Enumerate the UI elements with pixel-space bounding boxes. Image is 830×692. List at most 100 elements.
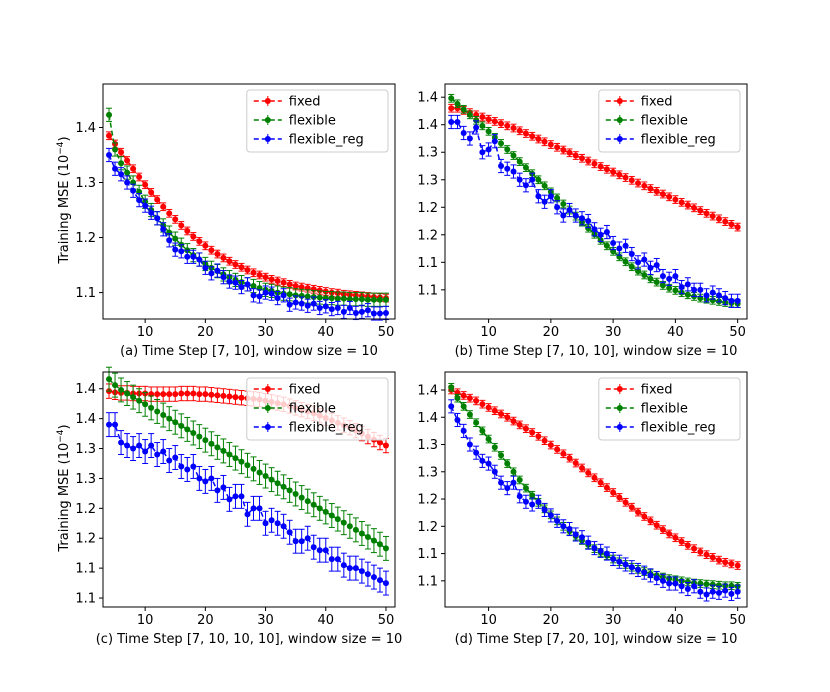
data-point: [728, 297, 735, 304]
y-tick-label: 1.4: [75, 382, 96, 397]
data-point: [659, 577, 666, 584]
data-point: [448, 118, 455, 125]
data-point: [666, 193, 673, 200]
data-point: [250, 269, 257, 276]
data-point: [250, 282, 257, 289]
data-point: [214, 251, 221, 258]
data-point: [256, 271, 263, 278]
data-point: [136, 174, 143, 181]
data-point: [678, 538, 685, 545]
data-point: [734, 297, 741, 304]
data-point: [106, 421, 113, 428]
data-point: [352, 565, 359, 572]
series-fixed: [448, 385, 741, 570]
data-point: [238, 394, 245, 401]
data-point: [628, 263, 635, 270]
data-point: [572, 152, 579, 159]
data-point: [172, 246, 179, 253]
data-point: [160, 448, 167, 455]
data-point: [316, 294, 323, 301]
data-point: [280, 483, 287, 490]
data-point: [130, 187, 137, 194]
data-point: [118, 149, 125, 156]
data-point: [226, 496, 233, 503]
data-point: [232, 455, 239, 462]
data-point: [522, 164, 529, 171]
y-tick-label: 1.3: [75, 442, 96, 457]
data-point: [454, 105, 461, 112]
data-point: [382, 309, 389, 316]
data-point: [684, 291, 691, 298]
data-point: [250, 292, 257, 299]
data-point: [628, 504, 635, 511]
data-point: [106, 151, 113, 158]
data-point: [262, 520, 269, 527]
y-tick-label: 1.1: [75, 562, 96, 577]
y-tick-label: 1.4: [417, 383, 438, 398]
data-point: [709, 581, 716, 588]
data-point: [226, 451, 233, 458]
data-point: [610, 556, 617, 563]
data-point: [485, 128, 492, 135]
y-tick-label: 1.4: [417, 91, 438, 106]
data-point: [304, 535, 311, 542]
data-point: [647, 185, 654, 192]
data-point: [653, 575, 660, 582]
data-point: [310, 300, 317, 307]
data-point: [172, 216, 179, 223]
axes-frame: [102, 83, 396, 320]
data-point: [268, 290, 275, 297]
data-point: [370, 574, 377, 581]
data-point: [672, 196, 679, 203]
data-point: [280, 523, 287, 530]
data-point: [340, 519, 347, 526]
data-point: [106, 376, 113, 383]
data-point: [214, 444, 221, 451]
data-point: [454, 100, 461, 107]
data-point: [364, 534, 371, 541]
data-point: [340, 308, 347, 315]
data-point: [554, 204, 561, 211]
y-tick-label: 1.1: [417, 547, 438, 562]
data-point: [473, 397, 480, 404]
x-tick-label: 10: [137, 325, 154, 340]
data-point: [597, 547, 604, 554]
data-point: [653, 279, 660, 286]
y-tick-label: 1.2: [417, 520, 438, 535]
data-point: [190, 429, 197, 436]
data-point: [196, 475, 203, 482]
data-point: [352, 526, 359, 533]
y-tick-label: 1.3: [417, 146, 438, 161]
data-point: [376, 439, 383, 446]
data-point: [286, 487, 293, 494]
data-point: [647, 264, 654, 271]
data-point: [722, 587, 729, 594]
x-tick-label: 30: [605, 613, 622, 628]
legend-entry-fixed: fixed: [605, 95, 673, 110]
data-point: [691, 545, 698, 552]
data-point: [572, 212, 579, 219]
data-point: [504, 414, 511, 421]
data-point: [715, 557, 722, 564]
data-point: [554, 446, 561, 453]
data-point: [244, 267, 251, 274]
data-point: [142, 401, 149, 408]
data-point: [466, 135, 473, 142]
x-tick-label: 40: [317, 325, 334, 340]
data-point: [292, 538, 299, 545]
data-point: [214, 392, 221, 399]
legend-entry-fixed: fixed: [605, 383, 673, 398]
data-point: [316, 547, 323, 554]
data-point: [510, 125, 517, 132]
data-point: [172, 419, 179, 426]
data-point: [382, 545, 389, 552]
series-flexible_reg: [448, 399, 741, 602]
data-point: [560, 200, 567, 207]
x-tick-label: 40: [667, 613, 684, 628]
data-point: [535, 176, 542, 183]
data-point: [454, 416, 461, 423]
data-point: [220, 392, 227, 399]
y-tick-label: 1.2: [417, 493, 438, 508]
data-point: [184, 466, 191, 473]
data-point: [722, 559, 729, 566]
